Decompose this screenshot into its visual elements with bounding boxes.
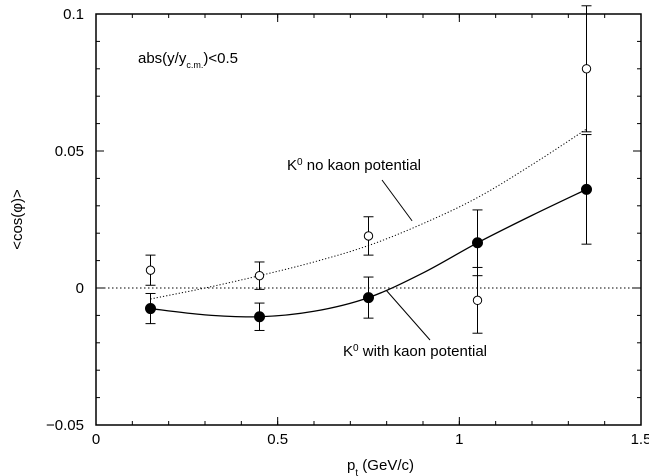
data-point <box>145 292 156 325</box>
plot-frame <box>95 13 642 426</box>
series-label-with-kaon-potential: K0 with kaon potential <box>343 343 487 361</box>
cut-label-sub: c.m. <box>186 60 203 70</box>
axis-ticks: 0 0.5 1 1.5 −0.05 0 0.05 0.1 <box>46 6 649 448</box>
y-axis-title: <cos(φ)> <box>9 189 26 250</box>
data-point <box>145 254 156 286</box>
series-label-rest: with kaon potential <box>359 343 487 360</box>
y-tick-label: −0.05 <box>46 417 84 434</box>
open-circle-marker <box>254 270 265 281</box>
x-tick-label: 0 <box>92 431 100 448</box>
filled-circle-marker <box>254 311 265 323</box>
cut-label-post: )<0.5 <box>203 50 238 67</box>
series-label-sup: 0 <box>297 157 303 168</box>
x-axis-title-sub: t <box>355 468 358 476</box>
series-label-main: K <box>343 343 353 360</box>
x-tick-label: 1 <box>455 431 463 448</box>
x-tick-label: 0.5 <box>267 431 288 448</box>
open-circle-marker <box>472 295 483 306</box>
x-axis-title-rest: (GeV/c) <box>358 457 414 474</box>
filled-circle-marker <box>145 303 156 315</box>
y-tick-label: 0.1 <box>63 6 84 23</box>
x-tick-label: 1.5 <box>631 431 649 448</box>
data-point <box>472 209 483 277</box>
data-point <box>363 216 374 256</box>
fit-curve-0 <box>150 128 587 300</box>
data-point <box>254 261 265 290</box>
data-point <box>581 134 592 245</box>
series-label-rest: no kaon potential <box>303 157 421 174</box>
filled-circle-marker <box>363 292 374 304</box>
x-axis-title-main: p <box>347 457 355 474</box>
filled-circle-marker <box>581 183 592 195</box>
series-label-no-kaon-potential: K0 no kaon potential <box>287 157 421 175</box>
filled-circle-marker <box>472 237 483 249</box>
x-axis-title: pt (GeV/c) <box>347 457 414 476</box>
open-circle-marker <box>363 231 374 241</box>
label-pointer-with-kaon-potential <box>386 290 431 341</box>
open-circle-marker <box>581 64 592 74</box>
data-point <box>254 302 265 331</box>
series-label-sup: 0 <box>353 343 359 354</box>
rapidity-cut-label: abs(y/yc.m.)<0.5 <box>138 50 238 70</box>
data-point <box>363 276 374 319</box>
y-tick-label: 0.05 <box>55 143 84 160</box>
data-point <box>581 5 592 133</box>
y-tick-label: 0 <box>76 280 84 297</box>
series-label-main: K <box>287 157 297 174</box>
data-markers <box>145 5 592 334</box>
open-circle-marker <box>145 265 156 275</box>
label-pointer-no-kaon-potential <box>381 179 413 222</box>
data-point <box>472 266 483 334</box>
cut-label-pre: abs(y/y <box>138 50 187 67</box>
